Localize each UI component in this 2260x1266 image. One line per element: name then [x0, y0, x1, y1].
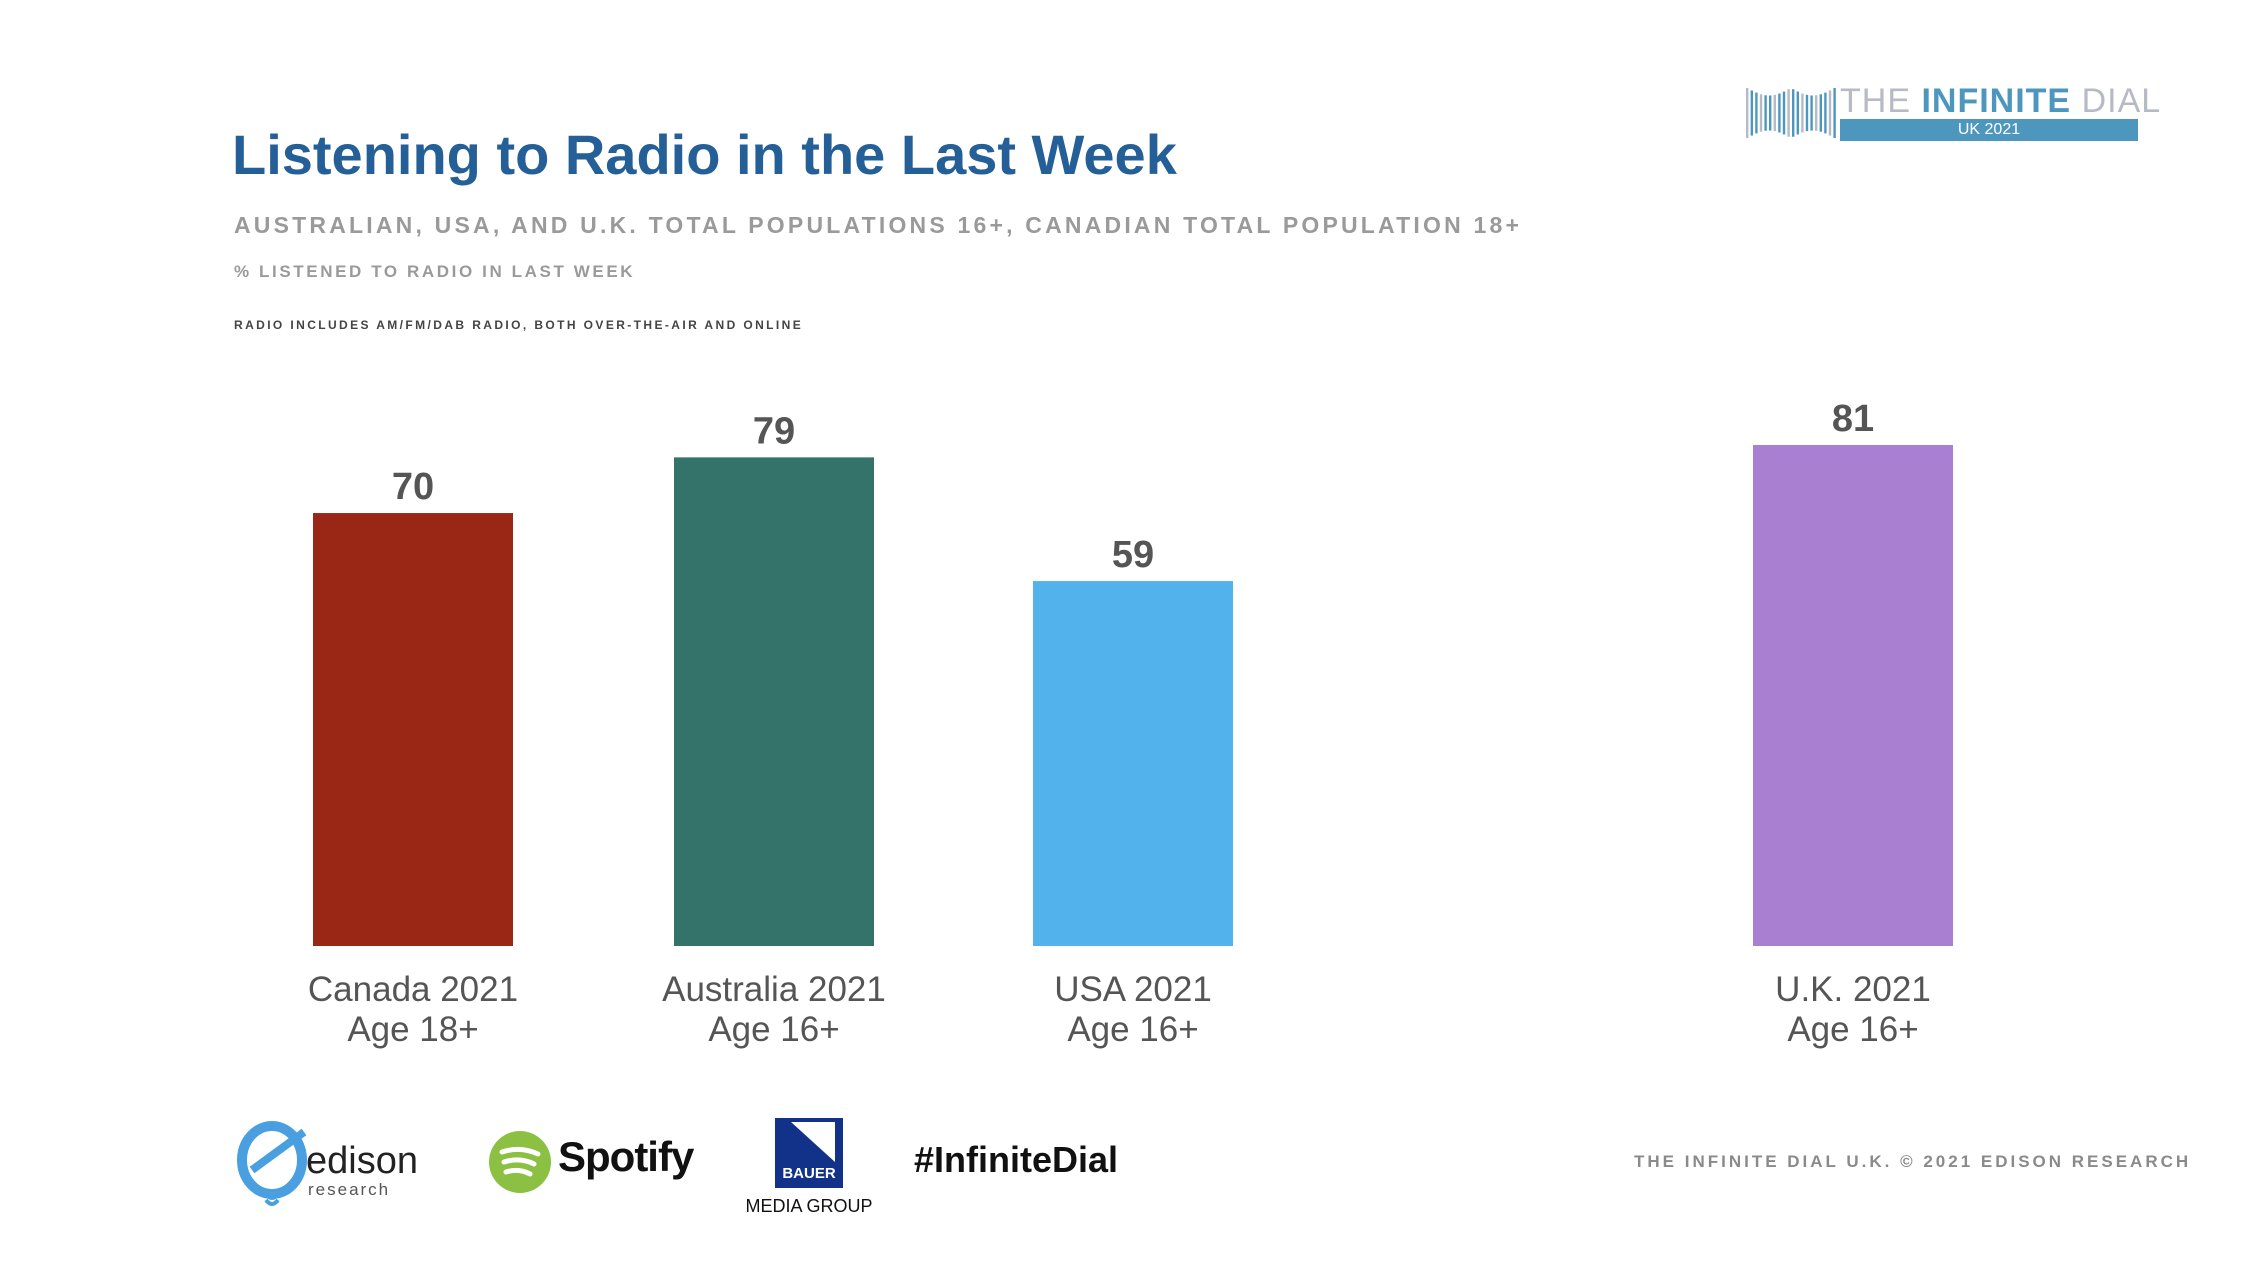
- category-label: U.K. 2021: [1775, 970, 1931, 1009]
- hashtag: #InfiniteDial: [914, 1139, 1119, 1180]
- edison-logo-text: edison: [306, 1140, 418, 1182]
- infinity-stripe: [1750, 90, 1753, 136]
- infinite-dial-logo: THE INFINITE DIAL UK 2021: [1742, 82, 2160, 144]
- spotify-icon: [489, 1131, 551, 1193]
- spotify-logo-text: Spotify: [558, 1133, 694, 1180]
- category-label: Canada 2021: [308, 970, 518, 1009]
- category-label: Age 18+: [347, 1010, 478, 1049]
- infinity-stripe: [1796, 91, 1799, 135]
- infinity-stripe: [1828, 90, 1832, 136]
- infinity-stripe: [1792, 89, 1795, 137]
- infinity-stripe: [1769, 95, 1772, 131]
- infinity-stripe: [1819, 94, 1822, 132]
- edition-badge: UK 2021: [1840, 119, 2138, 141]
- category-label: USA 2021: [1054, 970, 1212, 1009]
- infinity-stripe: [1787, 89, 1790, 137]
- copyright: THE INFINITE DIAL U.K. © 2021 EDISON RES…: [1634, 1152, 2192, 1171]
- data-label: 70: [392, 466, 434, 508]
- data-label: 81: [1832, 398, 1874, 440]
- infinity-stripe: [1746, 88, 1749, 138]
- infinity-stripe: [1755, 92, 1758, 134]
- note-label: RADIO INCLUDES AM/FM/DAB RADIO, BOTH OVE…: [234, 318, 804, 332]
- infinity-stripe: [1833, 88, 1836, 138]
- page-title: Listening to Radio in the Last Week: [232, 123, 1177, 186]
- infinity-stripe: [1815, 95, 1818, 131]
- infinity-stripe: [1824, 92, 1827, 134]
- subtitle: AUSTRALIAN, USA, AND U.K. TOTAL POPULATI…: [234, 212, 1523, 238]
- infinity-stripe: [1759, 94, 1763, 132]
- infinity-icon: [1746, 88, 1836, 138]
- infinity-stripe: [1764, 95, 1767, 131]
- category-label: Australia 2021: [662, 970, 886, 1009]
- edison-logo-icon: [237, 1121, 307, 1206]
- bauer-logo-icon: [791, 1122, 835, 1162]
- infinity-stripe: [1810, 95, 1813, 131]
- bar: [313, 513, 513, 946]
- category-label: Age 16+: [1787, 1010, 1918, 1049]
- infinity-stripe: [1805, 94, 1809, 132]
- infinity-stripe: [1801, 93, 1804, 133]
- bar: [1033, 581, 1233, 946]
- data-label: 59: [1112, 534, 1154, 576]
- bar: [674, 457, 874, 946]
- measure-label: % LISTENED TO RADIO IN LAST WEEK: [234, 262, 636, 281]
- infinity-stripe: [1782, 91, 1786, 135]
- data-label: 79: [753, 410, 795, 452]
- edison-logo-sub: research: [308, 1180, 391, 1199]
- category-label: Age 16+: [1067, 1010, 1198, 1049]
- category-label: Age 16+: [708, 1010, 839, 1049]
- infinity-stripe: [1778, 93, 1781, 133]
- bar: [1753, 445, 1953, 946]
- infinity-stripe: [1773, 94, 1776, 132]
- bauer-logo: BAUER: [775, 1118, 843, 1188]
- bauer-logo-sub: MEDIA GROUP: [745, 1196, 873, 1216]
